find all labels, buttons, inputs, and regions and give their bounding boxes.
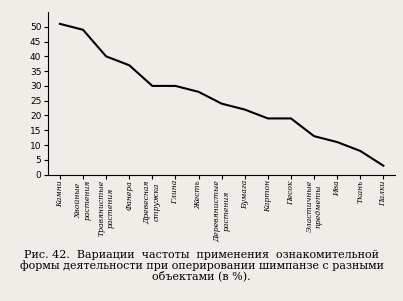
- Text: формы деятельности при оперировании шимпанзе с разными: формы деятельности при оперировании шимп…: [19, 260, 384, 271]
- Text: объектами (в %).: объектами (в %).: [152, 271, 251, 281]
- Text: Рис. 42.  Вариации  частоты  применения  ознакомительной: Рис. 42. Вариации частоты применения озн…: [24, 250, 379, 260]
